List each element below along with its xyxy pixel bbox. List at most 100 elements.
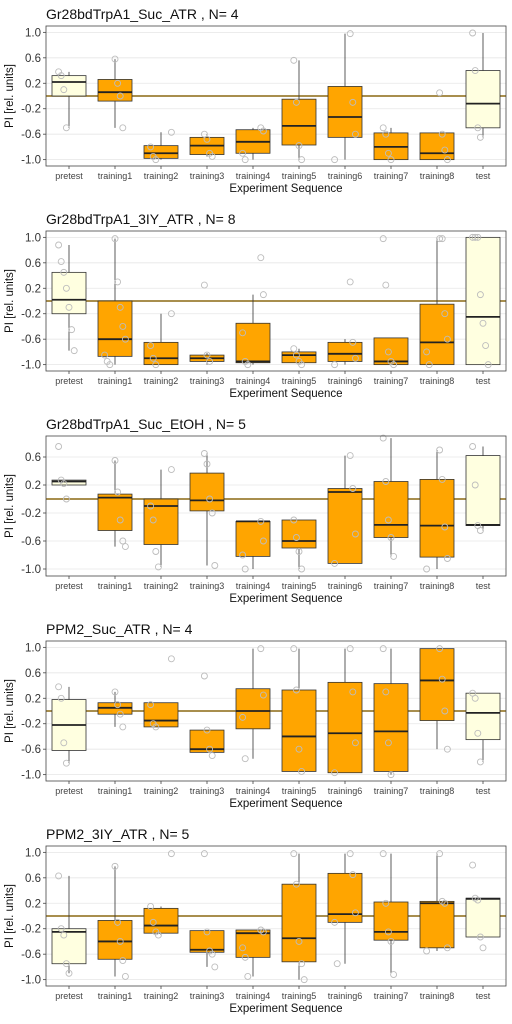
x-tick-label: training7 (374, 171, 409, 181)
data-point (211, 562, 219, 569)
y-tick-label: -0.6 (21, 129, 41, 141)
x-tick-label: training3 (190, 376, 225, 386)
data-point (154, 931, 162, 939)
data-point (259, 537, 267, 545)
box-body (465, 692, 501, 741)
data-point (200, 450, 208, 457)
x-tick-label: training6 (328, 376, 363, 386)
y-axis-title: PI [rel. units] (4, 884, 16, 948)
box-body (419, 900, 455, 949)
data-point (471, 67, 479, 74)
data-point (438, 675, 446, 683)
data-point (387, 534, 395, 541)
chart-panel-5: PPM2_3IY_ATR , N= 5 1.0 0.6 0.2 -0.2 -0.6 -1.… (0, 820, 512, 1024)
x-tick-label: training4 (236, 786, 271, 796)
data-point (469, 861, 477, 869)
data-point (111, 55, 119, 63)
data-point (121, 543, 129, 551)
data-point (379, 124, 387, 132)
data-point (106, 361, 114, 369)
data-point (152, 156, 160, 164)
x-tick-label: training7 (374, 786, 409, 796)
x-axis-title: Experiment Sequence (229, 798, 342, 810)
box-body (143, 702, 179, 728)
box-body (419, 303, 455, 366)
data-point (349, 485, 357, 492)
data-point (346, 30, 354, 38)
x-axis-title: Experiment Sequence (229, 183, 342, 195)
data-point (147, 903, 155, 910)
box-body (281, 883, 317, 963)
box-training7 (373, 235, 409, 369)
data-point (239, 329, 247, 337)
data-point (111, 457, 119, 464)
chart-panel-4: PPM2_Suc_ATR , N= 4 1.0 0.6 0.2 -0.2 -0.6 -1.… (0, 615, 512, 819)
data-point (241, 953, 249, 961)
box-body (281, 689, 317, 772)
data-point (257, 517, 265, 525)
data-point (149, 516, 157, 524)
box-training8 (419, 235, 455, 369)
data-point (119, 323, 127, 330)
box-training5 (281, 645, 317, 775)
y-tick-label: -0.2 (21, 309, 41, 321)
box-body (465, 70, 501, 129)
data-point (62, 124, 70, 132)
box-body (51, 75, 87, 97)
data-point (60, 86, 68, 94)
data-point (474, 896, 482, 904)
x-tick-label: test (476, 991, 491, 1001)
data-point (111, 862, 119, 870)
data-point (116, 938, 124, 945)
data-point (114, 701, 122, 709)
data-point (239, 149, 247, 157)
data-point (349, 871, 357, 879)
data-point (147, 701, 155, 709)
box-training4 (235, 254, 271, 369)
data-point (390, 971, 398, 978)
data-point (298, 361, 306, 369)
box-training3 (189, 672, 225, 759)
data-point (111, 688, 119, 696)
data-point (57, 925, 65, 933)
data-point (292, 351, 300, 359)
data-point (200, 281, 208, 289)
y-tick-label: 1.0 (25, 232, 41, 244)
box-body (419, 648, 455, 721)
data-point (203, 351, 211, 359)
data-point (436, 446, 444, 454)
box-body (97, 920, 133, 960)
data-point (121, 335, 129, 343)
data-point (101, 351, 109, 359)
box-body (373, 683, 409, 772)
box-body (465, 455, 501, 526)
data-point (119, 537, 127, 545)
y-axis-title: PI [rel. units] (4, 269, 16, 333)
data-point (292, 686, 300, 694)
box-training1 (97, 862, 133, 980)
data-point (200, 850, 208, 858)
data-point (379, 850, 387, 858)
data-point (290, 56, 298, 64)
y-tick-label: 0.2 (25, 480, 41, 492)
x-tick-label: training4 (236, 581, 271, 591)
data-point (382, 688, 390, 696)
x-tick-label: pretest (55, 376, 83, 386)
data-point (425, 361, 433, 369)
data-point (441, 899, 449, 907)
data-point (62, 960, 70, 968)
data-point (257, 645, 265, 653)
box-body (51, 271, 87, 315)
data-point (60, 480, 68, 488)
data-point (292, 534, 300, 541)
data-point (147, 502, 155, 510)
data-point (167, 466, 175, 474)
data-point (331, 769, 339, 777)
data-point (469, 29, 477, 37)
data-point (384, 516, 392, 524)
x-tick-label: training6 (328, 581, 363, 591)
data-point (290, 850, 298, 858)
data-point (298, 960, 306, 968)
x-tick-label: training1 (98, 171, 133, 181)
data-point (351, 909, 359, 917)
